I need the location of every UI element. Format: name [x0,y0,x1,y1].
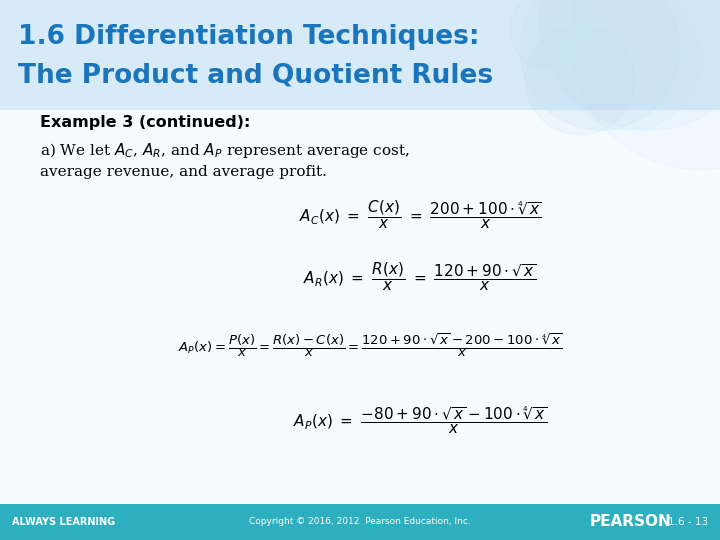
Circle shape [570,0,720,170]
Text: Example 3 (continued):: Example 3 (continued): [40,114,251,130]
Text: 1.6 - 13: 1.6 - 13 [668,517,708,527]
Circle shape [540,0,720,130]
Circle shape [510,0,590,70]
Text: The Product and Quotient Rules: The Product and Quotient Rules [18,62,493,88]
Text: PEARSON: PEARSON [590,515,672,530]
Text: a) We let $A_C$, $A_R$, and $A_P$ represent average cost,: a) We let $A_C$, $A_R$, and $A_P$ repres… [40,140,410,159]
Text: $A_C(x) \ = \ \dfrac{C(x)}{x} \ = \ \dfrac{200+100\cdot\sqrt[4]{x}}{x}$: $A_C(x) \ = \ \dfrac{C(x)}{x} \ = \ \dfr… [299,199,541,231]
Text: ALWAYS LEARNING: ALWAYS LEARNING [12,517,115,527]
Text: average revenue, and average profit.: average revenue, and average profit. [40,165,327,179]
FancyBboxPatch shape [0,0,720,110]
Text: $A_R(x) \ = \ \dfrac{R(x)}{x} \ = \ \dfrac{120+90\cdot\sqrt{x}}{x}$: $A_R(x) \ = \ \dfrac{R(x)}{x} \ = \ \dfr… [303,261,536,293]
Text: $A_P(x) \ = \ \dfrac{-80+90\cdot\sqrt{x}-100\cdot\sqrt[4]{x}}{x}$: $A_P(x) \ = \ \dfrac{-80+90\cdot\sqrt{x}… [293,404,547,436]
Circle shape [560,0,700,130]
Circle shape [520,0,680,130]
Circle shape [525,25,635,135]
Text: Copyright © 2016, 2012  Pearson Education, Inc.: Copyright © 2016, 2012 Pearson Education… [249,517,471,526]
FancyBboxPatch shape [0,504,720,540]
Text: $A_P(x) = \dfrac{P(x)}{x} = \dfrac{R(x)-C(x)}{x} = \dfrac{120+90\cdot\sqrt{x}-20: $A_P(x) = \dfrac{P(x)}{x} = \dfrac{R(x)-… [178,331,562,359]
Text: 1.6 Differentiation Techniques:: 1.6 Differentiation Techniques: [18,24,480,50]
